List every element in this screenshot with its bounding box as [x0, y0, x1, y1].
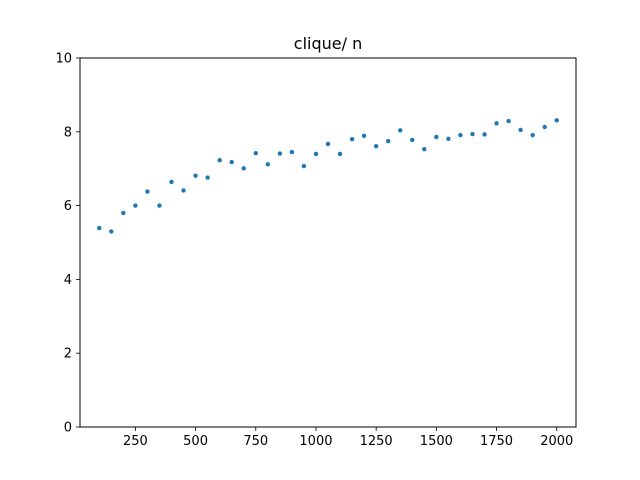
- x-tick-label: 1750: [480, 434, 513, 449]
- data-point: [482, 132, 487, 137]
- data-point: [205, 175, 210, 180]
- chart-title: clique/ n: [294, 34, 362, 53]
- data-point: [97, 225, 102, 231]
- data-point: [265, 162, 271, 167]
- data-point: [193, 173, 198, 178]
- x-tick-label: 1250: [360, 434, 393, 449]
- data-point: [217, 158, 222, 163]
- y-tick-label: 0: [64, 421, 72, 436]
- data-point: [385, 138, 391, 144]
- data-point: [446, 136, 451, 142]
- data-point: [181, 188, 186, 193]
- data-point: [337, 151, 343, 157]
- data-point: [121, 210, 126, 216]
- x-tick-label: 250: [123, 434, 148, 449]
- data-point: [410, 137, 415, 143]
- data-point: [373, 143, 379, 149]
- x-tick-label: 500: [183, 434, 208, 449]
- data-point: [434, 134, 439, 140]
- data-point: [313, 151, 319, 157]
- data-point: [398, 128, 403, 133]
- data-point: [325, 141, 331, 147]
- y-tick-label: 8: [64, 125, 72, 140]
- data-point: [349, 136, 355, 142]
- y-tick-label: 2: [64, 347, 72, 362]
- data-point: [361, 133, 367, 139]
- data-point: [506, 118, 511, 124]
- data-point: [301, 163, 307, 169]
- x-tick-label: 2000: [540, 434, 573, 449]
- data-point: [241, 166, 246, 171]
- data-point: [554, 118, 559, 123]
- data-point: [470, 131, 475, 137]
- data-point: [494, 121, 499, 126]
- data-point: [422, 146, 427, 152]
- data-point: [289, 149, 295, 155]
- x-tick-label: 1000: [299, 434, 332, 449]
- y-tick-label: 4: [64, 273, 72, 288]
- data-point: [145, 189, 150, 194]
- data-point: [458, 132, 463, 138]
- data-point: [133, 203, 138, 208]
- data-point: [530, 132, 535, 138]
- data-point: [157, 203, 162, 208]
- data-point: [277, 151, 283, 156]
- y-tick-label: 6: [64, 199, 72, 214]
- data-point: [542, 124, 547, 130]
- data-point: [253, 151, 258, 156]
- x-tick-label: 1500: [420, 434, 453, 449]
- data-point: [109, 229, 114, 234]
- data-point: [169, 179, 174, 185]
- data-point: [229, 159, 234, 165]
- data-point: [518, 127, 523, 133]
- y-tick-label: 10: [55, 52, 72, 67]
- x-tick-label: 750: [243, 434, 268, 449]
- plot-frame: [79, 57, 577, 428]
